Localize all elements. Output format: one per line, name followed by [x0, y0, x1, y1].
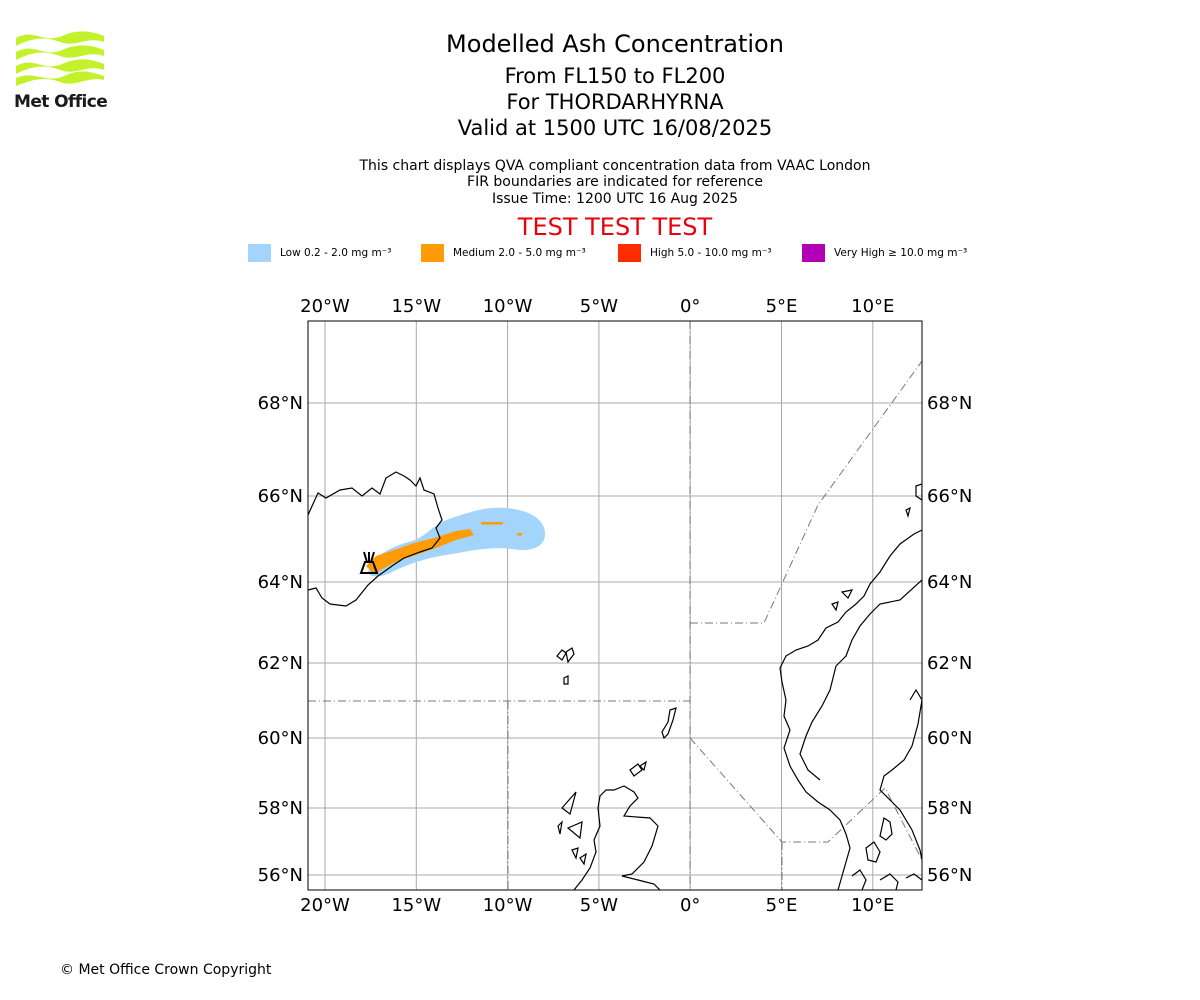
lon-tick-label: 5°W: [580, 296, 618, 317]
legend-item-high: High 5.0 - 10.0 mg m⁻³: [618, 244, 772, 262]
fir-note: FIR boundaries are indicated for referen…: [467, 174, 763, 190]
legend-label-medium: Medium 2.0 - 5.0 mg m⁻³: [453, 247, 586, 259]
lat-tick-label: 68°N: [927, 393, 972, 414]
lat-tick-label: 66°N: [258, 486, 303, 507]
legend-item-medium: Medium 2.0 - 5.0 mg m⁻³: [421, 244, 586, 262]
lat-tick-label: 58°N: [927, 798, 972, 819]
met-office-logo-text: Met Office: [14, 92, 108, 112]
legend-item-low: Low 0.2 - 2.0 mg m⁻³: [248, 244, 391, 262]
legend-swatch-very-high: [802, 244, 825, 262]
lon-tick-label: 5°W: [580, 895, 618, 916]
map-features: [308, 321, 922, 890]
fir-boundaries: [308, 321, 922, 890]
issue-time: Issue Time: 1200 UTC 16 Aug 2025: [491, 191, 739, 207]
legend-item-very-high: Very High ≥ 10.0 mg m⁻³: [802, 244, 967, 262]
legend-swatch-high: [618, 244, 641, 262]
legend-label-very-high: Very High ≥ 10.0 mg m⁻³: [834, 247, 968, 259]
legend-swatch-low: [248, 244, 271, 262]
lon-tick-label: 10°E: [851, 895, 894, 916]
lat-tick-label: 58°N: [258, 798, 303, 819]
test-banner: TEST TEST TEST: [517, 213, 713, 241]
chart-title: Modelled Ash Concentration: [446, 30, 784, 58]
lat-tick-label: 66°N: [927, 486, 972, 507]
flight-level-range: From FL150 to FL200: [504, 64, 726, 88]
coastlines: [308, 471, 922, 890]
scotland-coast: [573, 785, 661, 890]
lat-tick-label: 56°N: [258, 865, 303, 886]
lat-tick-label: 60°N: [258, 728, 303, 749]
valid-time: Valid at 1500 UTC 16/08/2025: [457, 116, 773, 140]
iceland-coast: [308, 471, 443, 607]
lon-tick-label: 0°: [680, 895, 700, 916]
chart-description: This chart displays QVA compliant concen…: [359, 158, 871, 174]
lat-tick-label: 56°N: [927, 865, 972, 886]
map-frame: [307, 320, 923, 891]
ash-medium-patch: [481, 522, 503, 525]
lat-tick-label: 62°N: [258, 653, 303, 674]
lon-tick-label: 10°W: [483, 296, 533, 317]
legend-swatch-medium: [421, 244, 444, 262]
ash-plume: [366, 507, 546, 577]
lat-tick-label: 64°N: [258, 572, 303, 593]
ash-low-area: [368, 507, 546, 577]
lon-tick-label: 10°W: [483, 895, 533, 916]
lon-tick-label: 10°E: [851, 296, 894, 317]
lon-tick-label: 15°W: [391, 895, 441, 916]
lat-tick-label: 62°N: [927, 653, 972, 674]
volcano-icon: [359, 551, 379, 574]
axis-tick-labels: 20°W 20°W 15°W 15°W 10°W 10°W 5°W 5°W 0° 0° 5°E 5°E…: [258, 296, 973, 916]
graticule: [308, 321, 922, 890]
ash-medium-spot: [517, 533, 522, 536]
lat-tick-label: 60°N: [927, 728, 972, 749]
lon-tick-label: 20°W: [300, 895, 350, 916]
lon-tick-label: 0°: [680, 296, 700, 317]
legend-label-high: High 5.0 - 10.0 mg m⁻³: [650, 247, 772, 259]
copyright-notice: © Met Office Crown Copyright: [60, 962, 272, 978]
lon-tick-label: 15°W: [391, 296, 441, 317]
norway-coast: [779, 529, 922, 890]
volcano-name: For THORDARHYRNA: [506, 90, 724, 114]
lon-tick-label: 5°E: [766, 895, 798, 916]
legend-label-low: Low 0.2 - 2.0 mg m⁻³: [280, 247, 392, 259]
lon-tick-label: 20°W: [300, 296, 350, 317]
lon-tick-label: 5°E: [766, 296, 798, 317]
lat-tick-label: 64°N: [927, 572, 972, 593]
met-office-logo-icon: [16, 31, 104, 86]
lat-tick-label: 68°N: [258, 393, 303, 414]
